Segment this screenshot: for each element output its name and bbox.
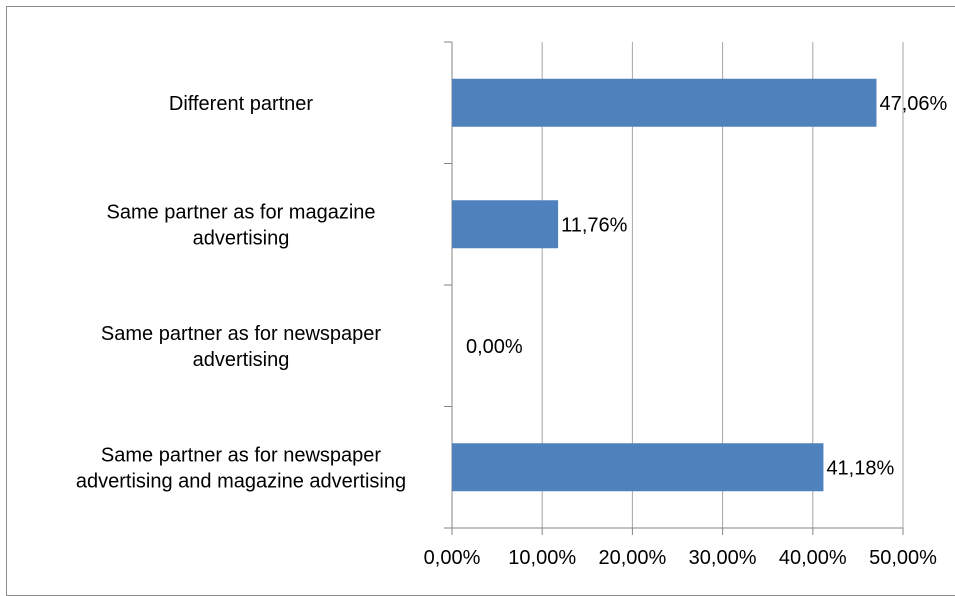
x-tick-label: 0,00% (424, 547, 481, 569)
category-label-line: Same partner as for newspaper (101, 444, 381, 466)
data-label: 47,06% (879, 93, 947, 115)
category-label-line: Same partner as for newspaper (101, 323, 381, 345)
x-tick-label: 40,00% (779, 547, 847, 569)
data-label: 0,00% (466, 336, 523, 358)
x-tick-label: 10,00% (508, 547, 576, 569)
bar (452, 443, 824, 492)
category-label: Same partner as for newspaper advertising (101, 323, 381, 371)
category-label: Same partner as for newspaper advertising… (76, 444, 406, 492)
data-label: 41,18% (826, 457, 894, 479)
category-label-line: advertising (193, 227, 290, 249)
category-label-line: advertising and magazine advertising (76, 470, 406, 492)
bar (452, 200, 559, 249)
category-label: Different partner (169, 93, 313, 115)
x-tick-label: 30,00% (689, 547, 757, 569)
category-label-line: Different partner (169, 93, 313, 115)
data-label: 11,76% (561, 214, 628, 236)
x-tick-label: 20,00% (598, 547, 666, 569)
bar-chart: 0,00% 10,00% 20,00% 30,00% 40,00% 50,00% 47,06… (76, 41, 948, 569)
x-tick-label: 50,00% (869, 547, 937, 569)
category-label: Same partner as for magazine advertising (106, 201, 375, 249)
category-label-line: advertising (193, 349, 290, 371)
bar (452, 78, 877, 127)
category-label-line: Same partner as for magazine (106, 201, 375, 223)
